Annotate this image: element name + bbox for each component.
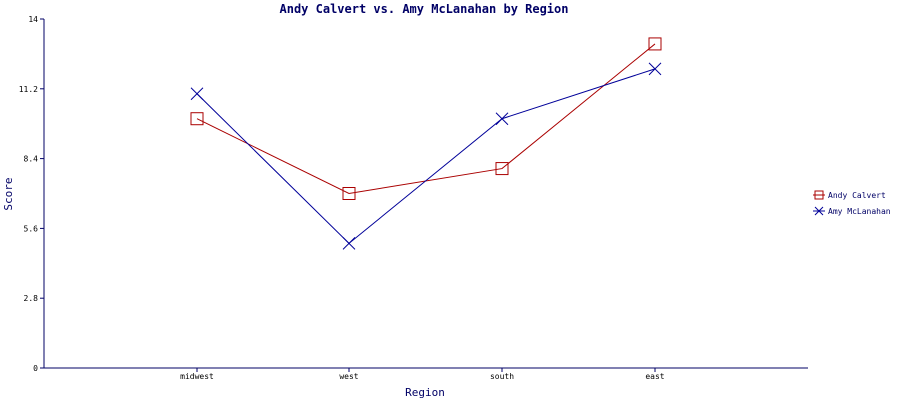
series-1 xyxy=(190,62,662,250)
square-marker xyxy=(648,37,662,51)
square-marker xyxy=(190,112,204,126)
data-point xyxy=(648,62,662,76)
y-ticks: 0 2.8 5.6 8.4 11.2 14 xyxy=(19,15,44,373)
y-tick-label: 0 xyxy=(33,364,38,373)
legend-label: Andy Calvert xyxy=(828,191,886,200)
y-tick-label: 5.6 xyxy=(24,224,39,233)
legend: Andy Calvert Amy McLanahan xyxy=(813,190,891,216)
square-marker xyxy=(814,190,824,200)
data-point xyxy=(495,112,509,126)
data-point xyxy=(648,37,662,51)
cross-marker xyxy=(814,206,824,216)
data-point xyxy=(342,237,356,250)
cross-marker xyxy=(648,62,662,76)
x-tick-label: midwest xyxy=(180,372,214,381)
chart-title: Andy Calvert vs. Amy McLanahan by Region xyxy=(280,2,569,16)
series-0 xyxy=(190,37,662,200)
square-marker xyxy=(342,187,356,200)
data-point xyxy=(495,162,509,176)
legend-item: Andy Calvert xyxy=(813,190,886,200)
y-tick-label: 14 xyxy=(28,15,38,24)
square-marker xyxy=(495,162,509,176)
legend-item: Amy McLanahan xyxy=(813,206,891,216)
cross-marker xyxy=(495,112,509,126)
data-point xyxy=(190,112,204,126)
y-tick-label: 11.2 xyxy=(19,85,38,94)
series-line xyxy=(196,68,656,245)
x-tick-label: south xyxy=(490,372,514,381)
cross-marker xyxy=(342,237,356,250)
y-axis-label: Score xyxy=(2,177,15,210)
series-layer xyxy=(190,37,662,250)
y-tick-label: 2.8 xyxy=(24,294,39,303)
data-point xyxy=(190,87,204,101)
x-tick-label: west xyxy=(339,372,358,381)
x-tick-label: east xyxy=(645,372,664,381)
data-point xyxy=(342,187,356,200)
cross-marker xyxy=(190,87,204,101)
x-ticks: midwest west south east xyxy=(180,368,665,381)
x-axis-label: Region xyxy=(405,386,445,399)
plot-area: 0 2.8 5.6 8.4 11.2 14 midwest west south east xyxy=(19,15,808,381)
legend-label: Amy McLanahan xyxy=(828,207,891,216)
y-tick-label: 8.4 xyxy=(24,155,39,164)
series-line xyxy=(196,43,656,195)
